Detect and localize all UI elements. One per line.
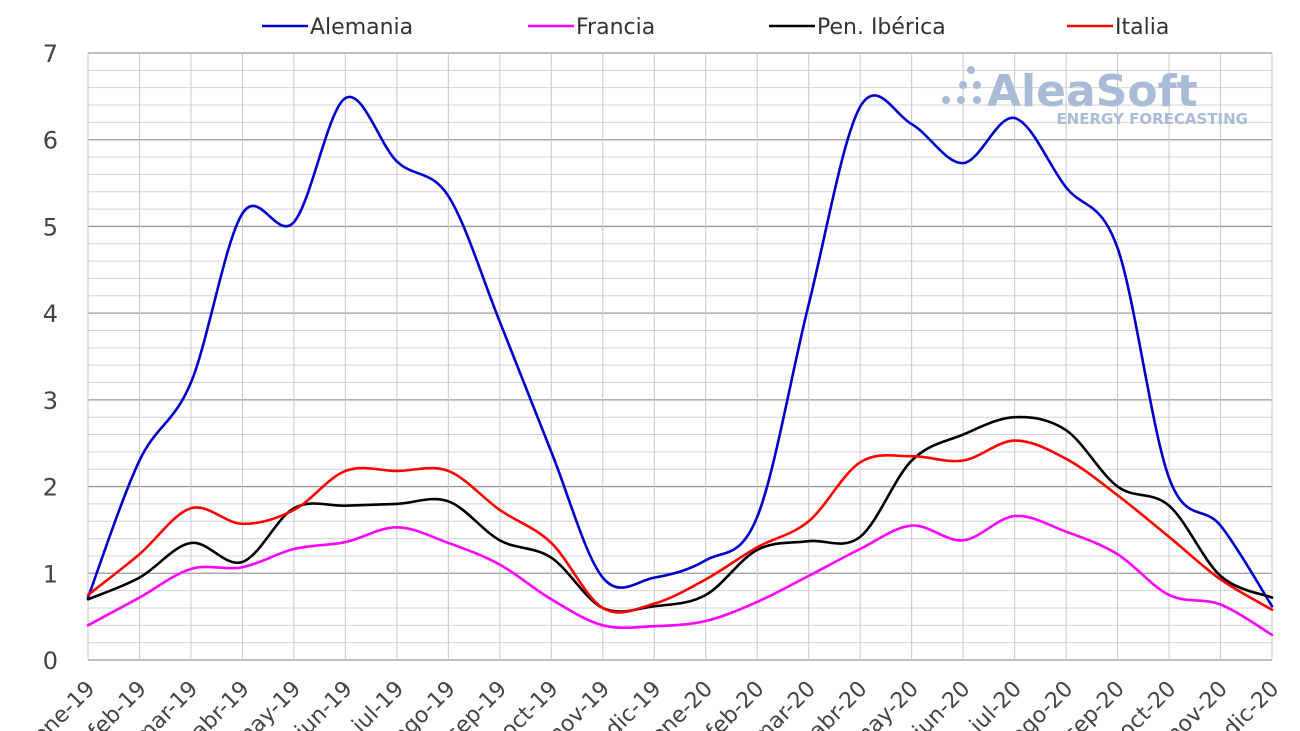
chart-series	[86, 94, 1274, 637]
y-tick-label: 3	[43, 387, 58, 415]
legend-label-pen-ib-rica: Pen. Ibérica	[817, 15, 946, 40]
legend-label-francia: Francia	[576, 15, 655, 40]
logo-tagline: ENERGY FORECASTING	[1056, 110, 1248, 128]
series-line-alemania	[86, 94, 1274, 608]
x-tick-label: jun-19	[290, 677, 358, 731]
legend-label-italia: Italia	[1115, 15, 1169, 40]
y-tick-label: 6	[43, 127, 58, 155]
logo-dots-icon	[942, 66, 981, 104]
y-tick-label: 1	[43, 560, 58, 588]
chart-legend: Alemania Francia Pen. Ibérica Italia	[262, 15, 1169, 40]
series-line-pen-ib-rica	[86, 415, 1274, 613]
y-tick-label: 7	[43, 40, 58, 68]
y-tick-label: 2	[43, 474, 58, 502]
x-tick-label: dic-20	[1218, 677, 1284, 731]
x-tick-label: jun-20	[908, 677, 976, 731]
series-line-italia	[86, 439, 1274, 614]
y-tick-label: 5	[43, 213, 58, 241]
legend-label-alemania: Alemania	[310, 15, 413, 40]
aleasoft-logo: AleaSoft ENERGY FORECASTING	[942, 66, 1248, 128]
y-tick-label: 4	[43, 300, 58, 328]
series-line-francia	[86, 514, 1274, 637]
y-tick-label: 0	[43, 647, 58, 675]
chart-grid	[87, 52, 1273, 661]
logo-name: AleaSoft	[987, 66, 1198, 117]
